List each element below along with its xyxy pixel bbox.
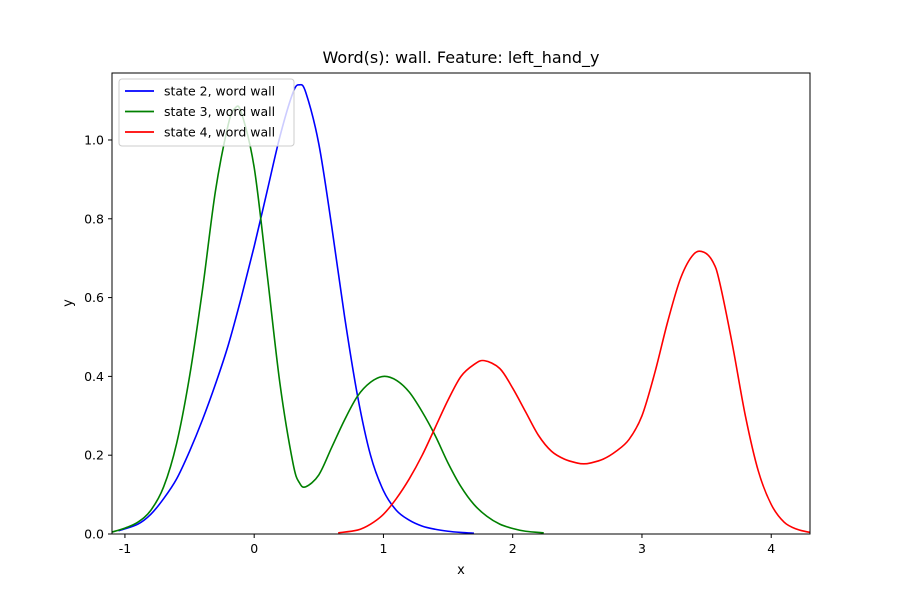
series-layer [111, 83, 811, 535]
y-tick-label: 0.6 [84, 290, 104, 305]
x-tick-label: -1 [119, 541, 131, 556]
x-axis-ticks: -1 0 1 2 3 4 [119, 534, 775, 556]
legend-label-1: state 2, word wall [164, 84, 275, 99]
y-tick-label: 0.0 [84, 527, 104, 542]
x-tick-label: 3 [638, 541, 646, 556]
chart-title: Word(s): wall. Feature: left_hand_y [323, 48, 600, 68]
y-axis-ticks: 0.0 0.2 0.4 0.6 0.8 1.0 [84, 132, 112, 542]
x-tick-label: 4 [767, 541, 775, 556]
y-tick-label: 0.8 [84, 211, 104, 226]
plot-area [111, 72, 811, 535]
x-axis-label: x [457, 563, 465, 578]
axes-frame [111, 72, 811, 535]
y-tick-label: 1.0 [84, 132, 104, 147]
legend-label-2: state 3, word wall [164, 104, 275, 119]
legend: state 2, word wall state 3, word wall stat… [118, 78, 295, 147]
series-line-2 [111, 105, 544, 534]
x-tick-label: 0 [250, 541, 258, 556]
y-tick-label: 0.4 [84, 369, 104, 384]
series-line-1 [118, 83, 474, 535]
x-tick-label: 1 [379, 541, 387, 556]
legend-label-3: state 4, word wall [164, 125, 275, 140]
y-tick-label: 0.2 [84, 448, 104, 463]
x-tick-label: 2 [509, 541, 517, 556]
legend-box [118, 78, 295, 147]
y-axis-label: y [61, 299, 76, 307]
series-line-3 [338, 250, 811, 534]
